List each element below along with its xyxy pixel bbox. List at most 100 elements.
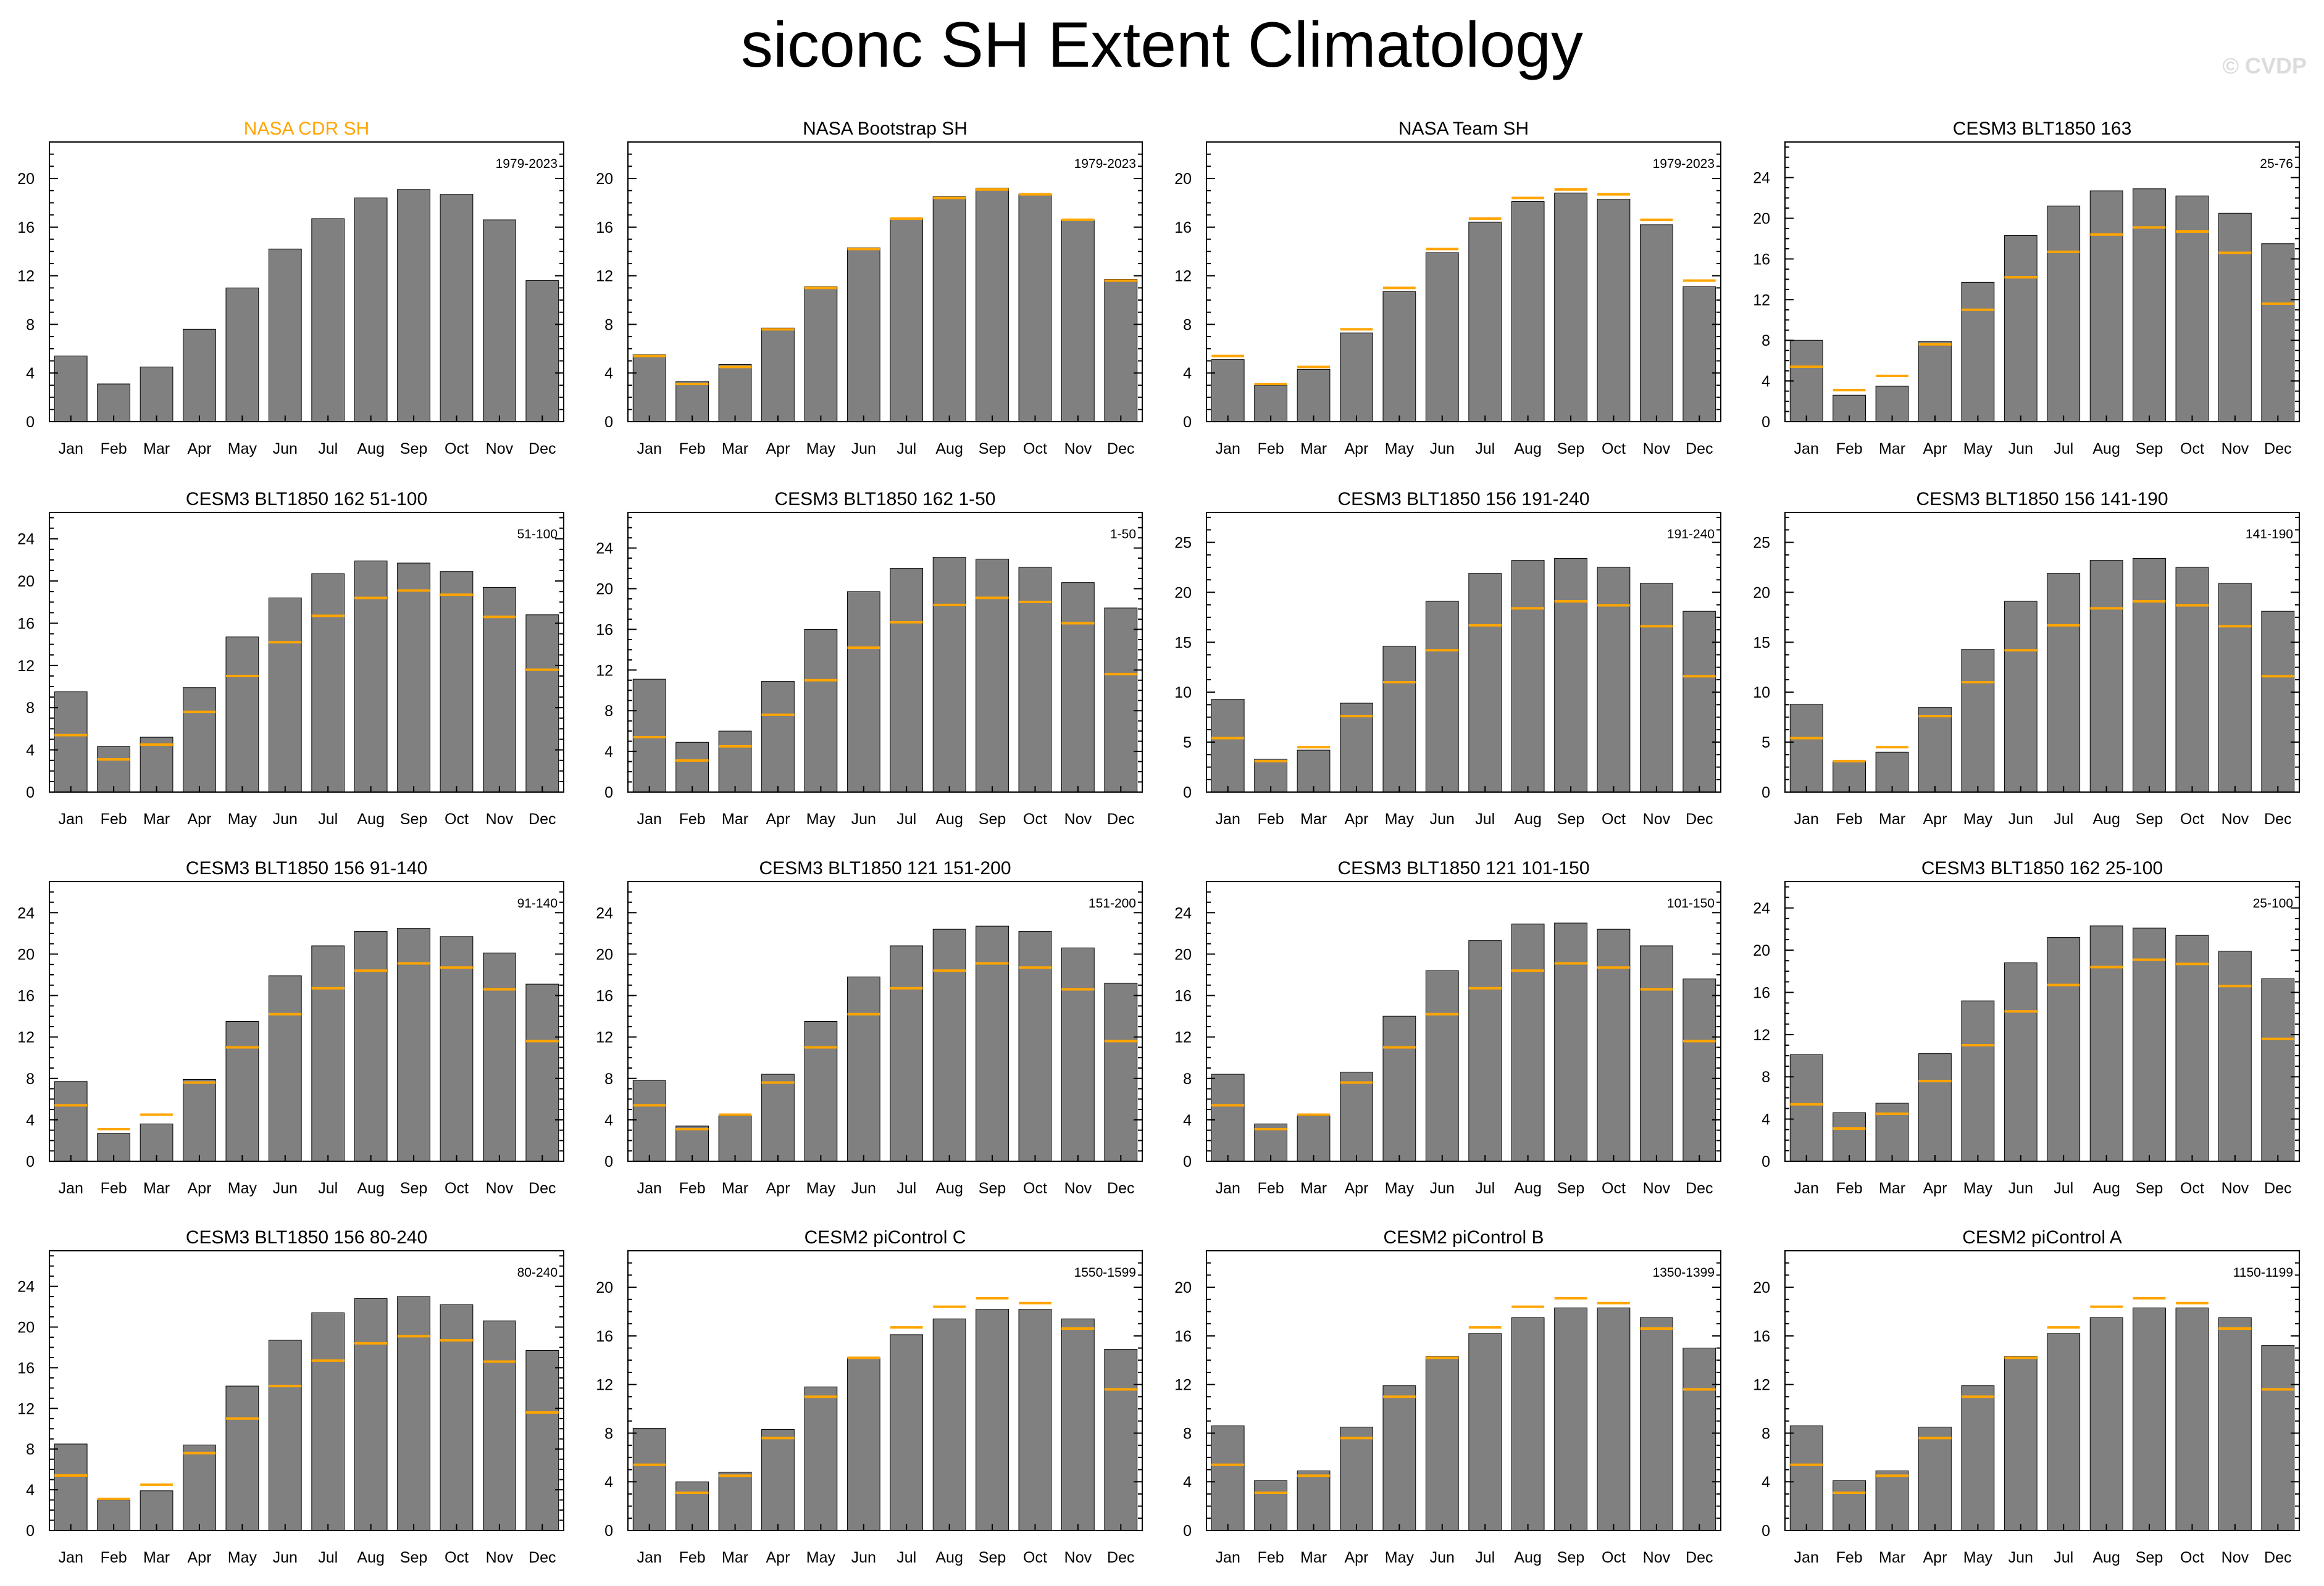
bar-nov [1639,224,1673,422]
y-tick-label: 16 [17,988,35,1005]
bar-aug [932,556,966,793]
bar-mar [1875,751,1909,793]
x-tick-label: Jan [1794,1549,1819,1566]
chart-panel: NASA CDR SH 1979-2023 0 4 8 12 16 20 Jan Feb Mar Ap… [17,119,564,457]
x-tick-label: Apr [766,1549,790,1566]
x-tick-label: Jun [1430,1180,1455,1197]
bar-feb [675,741,709,793]
x-tick-label: Apr [766,811,790,828]
bar-jan [1211,1074,1245,1162]
bar-jul [311,573,345,793]
plot-frame [49,1250,564,1531]
y-tick-label: 20 [596,170,613,188]
y-tick-label: 24 [17,1279,35,1296]
x-tick-label: Jun [2008,1180,2033,1197]
y-tick-label: 24 [1753,170,1770,187]
bar-apr [1340,1427,1373,1531]
bar-feb [1254,1480,1288,1531]
bar-oct [1597,929,1631,1162]
y-tick-label: 20 [1753,584,1770,601]
chart-panel: CESM3 BLT1850 121 101-150 101-150 0 4 8 12 16 2… [1174,858,1721,1197]
bar-jul [311,218,345,422]
x-tick-label: Aug [357,1549,384,1566]
bar-sep [976,1309,1009,1531]
plot-frame [49,512,564,793]
bar-oct [1018,1309,1052,1531]
bar-apr [1340,332,1373,422]
bar-jul [890,945,924,1162]
plot-frame [1206,141,1721,422]
y-tick-label: 12 [1753,1377,1770,1394]
x-tick-label: Mar [1300,811,1327,828]
x-tick-label: Nov [1064,1549,1092,1566]
x-tick-label: Apr [188,1549,212,1566]
x-tick-label: Jan [59,440,83,457]
bar-nov [482,219,516,422]
x-tick-label: Nov [486,811,514,828]
x-tick-label: Feb [679,1549,706,1566]
bar-oct [1597,199,1631,422]
y-tick-label: 8 [26,316,35,333]
x-tick-label: Nov [1643,440,1671,457]
y-tick-label: 16 [1753,984,1770,1001]
chart-panel: CESM3 BLT1850 163 25-76 0 4 8 12 16 20 24 Jan Feb M… [1753,119,2300,457]
x-tick-label: Oct [1023,811,1047,828]
bar-jun [1425,970,1459,1162]
chart-panel: CESM2 piControl A 1150-1199 0 4 8 12 16 20 Jan Fe… [1753,1227,2300,1566]
y-tick-label: 5 [1762,734,1770,751]
x-tick-label: Aug [935,440,963,457]
x-tick-label: Feb [1836,440,1863,457]
period-label: 151-200 [1089,896,1136,911]
bar-mar [1297,749,1331,793]
x-tick-label: Nov [2222,1180,2249,1197]
y-tick-label: 16 [1753,1328,1770,1345]
x-tick-label: Sep [1557,811,1584,828]
bar-jul [2047,206,2081,422]
x-tick-label: May [806,811,836,828]
x-tick-label: Sep [979,440,1006,457]
bar-jul [1468,1333,1502,1531]
bar-may [804,1387,838,1531]
bar-dec [2261,978,2295,1162]
y-tick-label: 4 [26,1112,35,1129]
plot-frame [1206,881,1721,1162]
x-tick-label: Sep [2136,440,2163,457]
x-tick-label: Apr [766,1180,790,1197]
x-tick-label: Mar [1300,440,1327,457]
plot-frame [627,1250,1143,1531]
bar-mar [140,1124,173,1162]
x-tick-label: May [228,440,257,457]
y-tick-label: 8 [604,1425,613,1442]
bar-may [225,1385,259,1531]
panel-title: CESM2 piControl A [1962,1227,2121,1248]
bar-aug [932,196,966,422]
y-tick-label: 12 [596,1377,613,1394]
bar-oct [440,194,474,422]
y-tick-label: 8 [26,1071,35,1088]
bar-aug [1511,1317,1545,1531]
x-tick-label: Dec [1107,440,1134,457]
x-tick-label: Aug [1514,1180,1541,1197]
bar-apr [1918,1053,1952,1162]
y-tick-label: 4 [1762,1474,1770,1491]
x-tick-label: May [1963,1549,1993,1566]
x-tick-label: Jun [1430,1549,1455,1566]
x-tick-label: May [228,1180,257,1197]
x-tick-label: Aug [1514,1549,1541,1566]
bar-may [1961,1000,1995,1162]
x-tick-label: Oct [1602,1549,1626,1566]
bar-jul [311,1312,345,1531]
bar-nov [482,953,516,1162]
period-label: 80-240 [517,1266,558,1280]
bar-nov [1639,583,1673,793]
x-tick-label: Dec [1686,1549,1713,1566]
x-tick-label: Sep [979,1549,1006,1566]
x-tick-label: Feb [679,1180,706,1197]
period-label: 191-240 [1667,527,1715,541]
x-tick-label: Apr [188,811,212,828]
x-tick-label: Dec [529,440,556,457]
panel-title: CESM3 BLT1850 156 91-140 [186,858,427,879]
bar-jan [54,1443,88,1531]
bar-may [225,287,259,422]
chart-panel: CESM3 BLT1850 156 141-190 141-190 0 5 10 15 20… [1753,489,2300,828]
